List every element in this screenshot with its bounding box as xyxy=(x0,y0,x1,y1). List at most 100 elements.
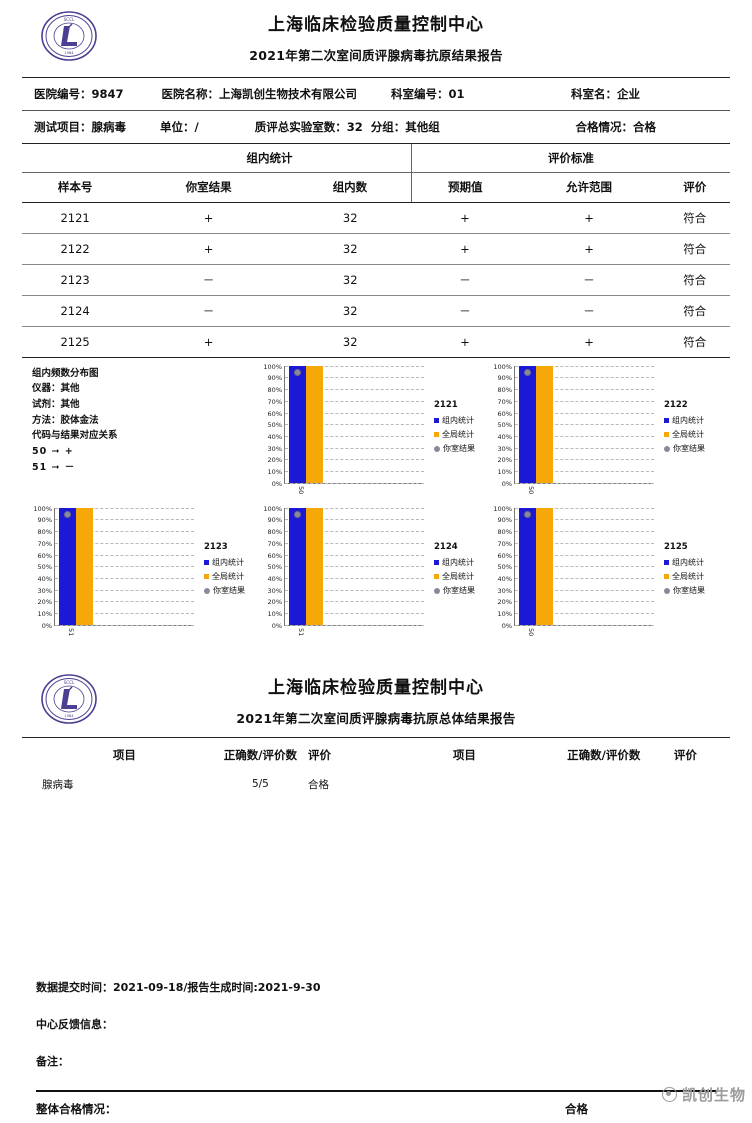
col-expected: 预期值 xyxy=(411,172,519,203)
y-axis-tick-label: 100% xyxy=(33,504,52,513)
y-axis-tick-label: 30% xyxy=(267,586,282,595)
legend-swatch-icon xyxy=(664,560,669,566)
chart-gridline: 60% xyxy=(268,410,424,418)
page-subtitle-2: 2021年第二次室间质评腺病毒抗原总体结果报告 xyxy=(236,710,516,726)
chart-gridline: 90% xyxy=(498,516,654,524)
y-axis-tick-label: 10% xyxy=(497,468,512,477)
y-axis-tick-label: 30% xyxy=(497,586,512,595)
y-axis-tick-label: 20% xyxy=(497,456,512,465)
bar-in-group xyxy=(289,365,306,483)
cell-evaluation: 符合 xyxy=(659,264,730,296)
brand-watermark: 凯创生物 xyxy=(661,1084,746,1105)
col-sample-no: 样本号 xyxy=(22,172,129,203)
y-axis-tick-label: 70% xyxy=(267,397,282,406)
chart-gridline: 10% xyxy=(38,610,194,618)
table-column-header-row: 样本号 你室结果 组内数 预期值 允许范围 评价 xyxy=(22,172,730,203)
table-group-header-row: 组内统计 评价标准 xyxy=(22,143,730,173)
chart-plot-area: 100% 90% 80% 70% 60% 50% 40% 30% 20% 10% 0% 50 xyxy=(263,363,424,494)
chart-2123: 100% 90% 80% 70% 60% 50% 40% 30% 20% 10% 0% 51 212… xyxy=(28,504,260,646)
y-axis-tick-label: 10% xyxy=(267,468,282,477)
col-your-result: 你室结果 xyxy=(128,172,290,203)
y-axis-tick-label: 90% xyxy=(37,516,52,525)
cell-your-result: － xyxy=(128,295,290,327)
y-axis-tick-label: 100% xyxy=(493,362,512,371)
marker-your-result xyxy=(64,510,71,518)
y-axis-tick-label: 60% xyxy=(37,551,52,560)
bar-global xyxy=(306,365,323,483)
y-axis-tick-label: 60% xyxy=(497,551,512,560)
chart-gridline: 20% xyxy=(268,456,424,464)
result-table: 组内统计 评价标准 样本号 你室结果 组内数 预期值 允许范围 评价 2121 … xyxy=(22,143,730,358)
chart-gridline: 80% xyxy=(268,386,424,394)
chart-gridline: 10% xyxy=(498,468,654,476)
cell-your-result: + xyxy=(128,233,290,265)
legend-swatch-icon xyxy=(204,574,209,580)
y-axis-tick-label: 10% xyxy=(497,610,512,619)
cell-allowed-range: + xyxy=(518,233,660,265)
instrument-line: 仪器：其他 xyxy=(32,383,80,395)
cell-expected: － xyxy=(411,264,519,296)
page-title-2: 上海临床检验质量控制中心 xyxy=(268,677,484,698)
legend-dot-icon xyxy=(434,587,440,594)
chart-gridline: 80% xyxy=(38,528,194,536)
cell-allowed-range: － xyxy=(518,264,660,296)
summary-table-body: 腺病毒 5/5 合格 xyxy=(36,773,716,798)
chart-gridline: 50% xyxy=(38,563,194,571)
y-axis-tick-label: 60% xyxy=(267,551,282,560)
qc-center-seal-icon: SCCL 1984 xyxy=(38,671,100,727)
chart-bars xyxy=(289,507,323,625)
chart-gridline: 60% xyxy=(498,552,654,560)
chart-gridline: 60% xyxy=(268,552,424,560)
table-row: 2121 + 32 + + 符合 xyxy=(22,202,730,234)
sum-cell-evaluation: 合格 xyxy=(307,778,329,791)
legend-dot-icon xyxy=(664,445,670,452)
cell-sample-no: 2122 xyxy=(22,233,129,265)
page-subtitle: 2021年第二次室间质评腺病毒抗原结果报告 xyxy=(249,47,503,63)
bar-global xyxy=(536,507,553,625)
total-labs-field: 质评总实验室数：32 xyxy=(254,119,363,134)
chart-gridline: 20% xyxy=(268,598,424,606)
legend-item-global: 全局统计 xyxy=(664,428,705,442)
chart-gridline: 10% xyxy=(498,610,654,618)
chart-gridline: 60% xyxy=(38,552,194,560)
hospital-name-field: 医院名称：上海凯创生物技术有限公司 xyxy=(161,86,358,101)
y-axis-tick-label: 90% xyxy=(497,516,512,525)
cell-expected: + xyxy=(411,233,519,265)
legend-title: 2125 xyxy=(664,541,688,552)
unit-field: 单位：/ xyxy=(160,119,199,134)
method-line: 方法：胶体金法 xyxy=(32,414,99,426)
chart-gridline: 90% xyxy=(38,516,194,524)
y-axis-tick-label: 90% xyxy=(497,374,512,383)
sum-cell-correct: 5/5 xyxy=(251,778,269,791)
chart-2124: 100% 90% 80% 70% 60% 50% 40% 30% 20% 10% 0% 51 212… xyxy=(258,505,490,646)
y-axis-tick-label: 40% xyxy=(267,574,282,583)
chart-gridline: 40% xyxy=(498,575,654,583)
legend-title: 2122 xyxy=(664,399,688,410)
svg-text:SCCL: SCCL xyxy=(64,680,76,685)
submit-time-line: 数据提交时间：2021-09-18/报告生成时间:2021-9-30 xyxy=(36,981,321,994)
dept-code-field: 科室编号：01 xyxy=(391,86,465,101)
y-axis-tick-label: 50% xyxy=(497,563,512,572)
overall-result-row: 整体合格情况： 合格 xyxy=(0,1092,752,1117)
sum-cell-item-2 xyxy=(376,773,553,798)
chart-gridline: 0% xyxy=(42,622,194,630)
marker-your-result xyxy=(294,368,301,376)
chart-legend: 2121 组内统计 全局统计 你室结果 xyxy=(434,398,475,456)
chart-2125: 100% 90% 80% 70% 60% 50% 40% 30% 20% 10% 0% 50 212… xyxy=(488,505,720,646)
legend-item-in-group: 组内统计 xyxy=(434,556,475,570)
qualified-field: 合格情况：合格 xyxy=(575,119,657,134)
y-axis-tick-label: 60% xyxy=(497,409,512,418)
chart-gridline: 20% xyxy=(498,456,654,464)
chart-gridline: 30% xyxy=(38,587,194,595)
footer-divider xyxy=(36,1090,716,1092)
y-axis-tick-label: 70% xyxy=(267,539,282,548)
chart-gridline: 80% xyxy=(498,528,654,536)
cell-evaluation: 符合 xyxy=(659,295,730,327)
legend-item-global: 全局统计 xyxy=(434,570,475,584)
y-axis-tick-label: 90% xyxy=(267,374,282,383)
chart-gridline: 30% xyxy=(268,587,424,595)
sum-col-correct: 正确数/评价数 xyxy=(223,747,297,762)
qc-center-seal-icon: SCCL 1984 xyxy=(38,8,100,64)
document-header: SCCL 1984 上海临床检验质量控制中心 2021年第二次室间质评腺病毒抗原… xyxy=(0,0,752,70)
sum-col-item: 项目 xyxy=(112,747,136,762)
